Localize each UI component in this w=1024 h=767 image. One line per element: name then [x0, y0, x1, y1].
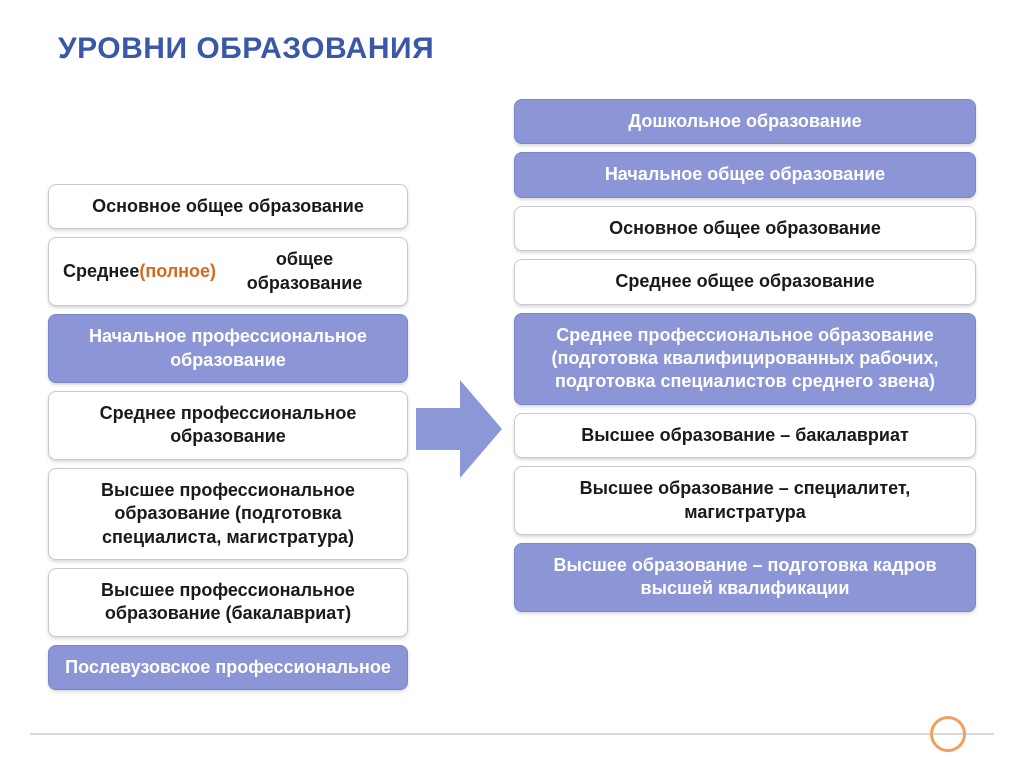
- left-box-1: Среднее (полное) общее образование: [48, 237, 408, 306]
- right-box-3: Среднее общее образование: [514, 259, 976, 304]
- right-box-2: Основное общее образование: [514, 206, 976, 251]
- right-box-5: Высшее образование – бакалавриат: [514, 413, 976, 458]
- right-box-4: Среднее профессиональное образование (по…: [514, 313, 976, 405]
- right-column: Дошкольное образование Начальное общее об…: [514, 99, 976, 612]
- footer-accent-circle: [930, 716, 966, 752]
- right-box-6: Высшее образование – специалитет, магист…: [514, 466, 976, 535]
- right-box-7: Высшее образование – подготовка кадров в…: [514, 543, 976, 612]
- arrow-icon: [416, 380, 502, 478]
- footer-divider: [30, 733, 994, 735]
- left-box-4: Высшее профессиональное образование (под…: [48, 468, 408, 560]
- left-box-0: Основное общее образование: [48, 184, 408, 229]
- left-box-6: Послевузовское профессиональное: [48, 645, 408, 690]
- left-box-5: Высшее профессиональное образование (бак…: [48, 568, 408, 637]
- right-box-1: Начальное общее образование: [514, 152, 976, 197]
- page-title: УРОВНИ ОБРАЗОВАНИЯ: [58, 32, 434, 66]
- right-box-0: Дошкольное образование: [514, 99, 976, 144]
- left-box-3: Среднее профессиональное образование: [48, 391, 408, 460]
- left-box-2: Начальное профессиональное образование: [48, 314, 408, 383]
- left-column: Основное общее образование Среднее (полно…: [48, 184, 408, 690]
